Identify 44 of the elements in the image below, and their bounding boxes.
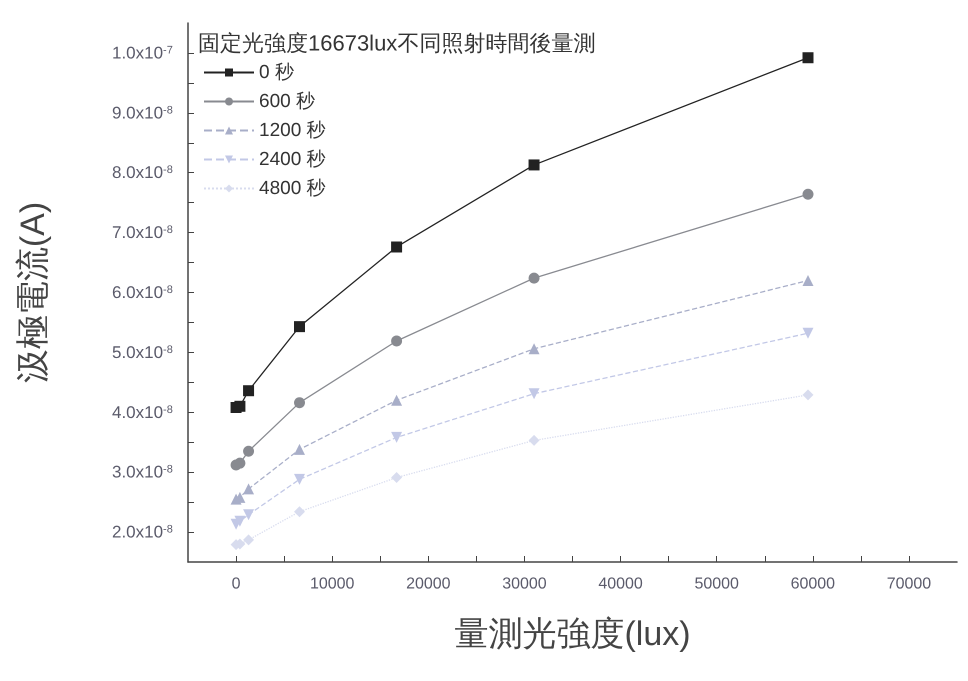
point [243, 483, 254, 494]
point [294, 444, 306, 455]
legend-label: 0 秒 [259, 62, 294, 83]
point [294, 474, 306, 485]
x-tick-label: 70000 [886, 576, 932, 592]
point [294, 506, 306, 518]
x-tick-label: 10000 [310, 576, 355, 592]
x-tick-label: 30000 [502, 576, 547, 592]
point [234, 400, 246, 412]
point [391, 432, 402, 443]
legend-title: 固定光強度16673lux不同照射時間後量測 [198, 30, 596, 56]
x-tick-label: 40000 [598, 576, 643, 592]
y-axis-title: 汲極電流(A) [14, 202, 52, 384]
point [802, 52, 814, 64]
point [528, 343, 540, 354]
point [391, 241, 402, 252]
point [802, 389, 814, 400]
point [802, 275, 814, 286]
point [802, 328, 814, 339]
x-axis-title: 量測光強度(lux) [454, 615, 691, 653]
x-tick-label: 0 [232, 576, 241, 592]
point [528, 388, 540, 400]
point [391, 472, 402, 484]
point [243, 385, 254, 396]
point [528, 434, 540, 446]
legend-label: 600 秒 [259, 91, 315, 112]
point [391, 394, 402, 406]
x-tick-label: 20000 [406, 576, 451, 592]
point [528, 159, 540, 170]
point [243, 534, 254, 546]
x-tick-label: 60000 [790, 576, 836, 592]
point [234, 516, 246, 527]
legend-label: 2400 秒 [259, 149, 326, 170]
point [243, 446, 254, 457]
legend-label: 1200 秒 [259, 120, 326, 141]
point [802, 188, 814, 200]
point [528, 272, 540, 284]
point [243, 509, 254, 520]
point [234, 458, 246, 469]
x-tick-label: 50000 [694, 576, 740, 592]
point [391, 336, 402, 347]
point [294, 321, 306, 332]
legend-label: 4800 秒 [259, 178, 326, 199]
point [294, 397, 306, 408]
